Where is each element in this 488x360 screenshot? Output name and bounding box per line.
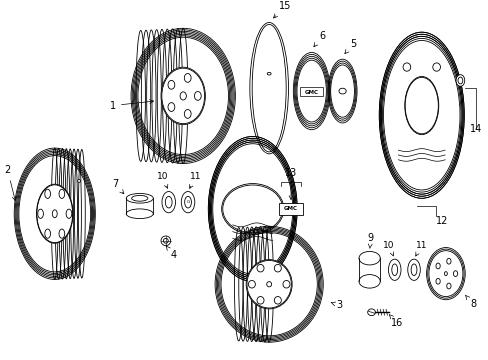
- Ellipse shape: [78, 179, 81, 183]
- Ellipse shape: [59, 229, 64, 238]
- Text: 7: 7: [112, 179, 123, 194]
- Ellipse shape: [358, 275, 380, 288]
- Ellipse shape: [257, 265, 264, 272]
- Ellipse shape: [266, 282, 271, 287]
- Ellipse shape: [257, 297, 264, 304]
- Ellipse shape: [168, 80, 174, 89]
- Ellipse shape: [432, 63, 440, 71]
- Ellipse shape: [162, 192, 175, 213]
- Ellipse shape: [387, 259, 400, 280]
- Ellipse shape: [184, 73, 191, 82]
- Ellipse shape: [444, 272, 447, 275]
- Ellipse shape: [248, 280, 255, 288]
- Ellipse shape: [389, 49, 453, 182]
- Ellipse shape: [181, 192, 194, 213]
- Text: 13: 13: [285, 168, 297, 199]
- Text: 4: 4: [166, 246, 177, 260]
- Ellipse shape: [446, 258, 450, 264]
- Ellipse shape: [194, 91, 201, 100]
- Text: 11: 11: [189, 172, 201, 188]
- Text: 8: 8: [465, 295, 475, 310]
- Ellipse shape: [274, 297, 281, 304]
- Text: 5: 5: [344, 39, 356, 54]
- Ellipse shape: [184, 109, 191, 118]
- Ellipse shape: [66, 209, 72, 219]
- Ellipse shape: [300, 87, 322, 105]
- Ellipse shape: [446, 283, 450, 289]
- Ellipse shape: [126, 209, 153, 219]
- Ellipse shape: [435, 263, 439, 269]
- Ellipse shape: [38, 209, 43, 219]
- Ellipse shape: [455, 75, 464, 86]
- Text: 2: 2: [4, 165, 16, 201]
- Ellipse shape: [274, 265, 281, 272]
- Ellipse shape: [37, 184, 73, 243]
- Text: GMC: GMC: [284, 206, 297, 211]
- Ellipse shape: [407, 259, 420, 280]
- Text: 15: 15: [273, 1, 291, 18]
- Text: 3: 3: [330, 300, 342, 310]
- Text: 9: 9: [367, 233, 373, 248]
- Text: GMC: GMC: [304, 90, 318, 95]
- Ellipse shape: [245, 260, 291, 309]
- Ellipse shape: [180, 92, 186, 100]
- Text: 6: 6: [313, 31, 325, 47]
- Ellipse shape: [161, 67, 205, 125]
- Text: 14: 14: [469, 123, 481, 134]
- Text: 12: 12: [435, 216, 447, 226]
- FancyBboxPatch shape: [300, 87, 323, 96]
- FancyBboxPatch shape: [279, 203, 302, 215]
- Ellipse shape: [45, 189, 50, 198]
- Ellipse shape: [402, 63, 410, 71]
- Text: 10: 10: [157, 172, 168, 188]
- Ellipse shape: [59, 189, 64, 198]
- Text: G: G: [186, 200, 189, 204]
- Ellipse shape: [131, 195, 147, 201]
- Text: 1: 1: [110, 100, 153, 111]
- Ellipse shape: [161, 236, 170, 246]
- Ellipse shape: [367, 309, 375, 316]
- Ellipse shape: [52, 210, 57, 218]
- Ellipse shape: [217, 149, 288, 269]
- Ellipse shape: [45, 229, 50, 238]
- Ellipse shape: [452, 271, 457, 276]
- Text: 10: 10: [383, 240, 394, 256]
- Text: 11: 11: [415, 240, 427, 256]
- Ellipse shape: [435, 278, 439, 284]
- Text: 16: 16: [388, 315, 402, 328]
- Ellipse shape: [283, 280, 289, 288]
- Ellipse shape: [168, 103, 174, 112]
